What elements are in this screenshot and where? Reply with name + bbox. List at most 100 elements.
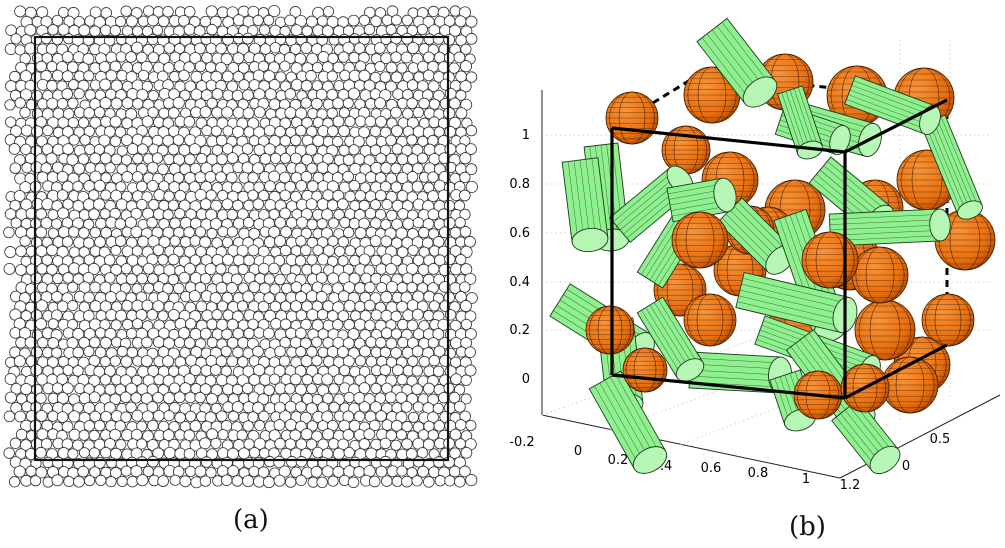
disk: [279, 117, 292, 130]
disk: [8, 143, 21, 155]
disk: [226, 282, 238, 294]
disk: [205, 5, 218, 18]
disk: [273, 235, 287, 248]
disk: [279, 189, 291, 202]
disk: [253, 181, 265, 193]
disk: [300, 42, 313, 54]
disk: [258, 24, 271, 36]
disk: [61, 70, 74, 83]
disk: [125, 273, 138, 285]
disk: [316, 218, 328, 230]
disk: [375, 410, 387, 422]
panel-b-3d-packing: 0 0.2 0.4 0.6 0.8 1 -0.2 0 0.2 0.4 0.6 0…: [500, 0, 1005, 548]
disk: [115, 15, 127, 28]
disk: [153, 116, 165, 128]
disk: [14, 5, 27, 18]
disk: [385, 337, 398, 350]
disk: [30, 161, 43, 174]
disk: [216, 410, 228, 422]
disk: [62, 272, 74, 284]
disk: [332, 136, 344, 148]
disk: [310, 263, 322, 275]
disk: [168, 421, 180, 433]
disk: [210, 70, 223, 83]
disk: [116, 345, 128, 358]
disk: [99, 78, 112, 91]
disk: [374, 97, 387, 110]
disk: [157, 163, 169, 175]
disk: [73, 475, 85, 488]
disk: [78, 117, 90, 129]
disk: [163, 97, 175, 109]
disk: [3, 410, 16, 423]
disk: [227, 465, 240, 477]
disk: [337, 125, 351, 138]
disk: [327, 475, 339, 487]
disk: [375, 115, 387, 128]
disk: [321, 208, 334, 221]
disk: [353, 135, 365, 148]
disk: [83, 70, 95, 82]
x-tick-label: 0.8: [748, 466, 769, 481]
disk: [395, 429, 408, 441]
disk: [152, 244, 165, 256]
disk: [343, 447, 355, 459]
disk: [347, 14, 360, 27]
disk: [460, 318, 472, 330]
disk: [15, 245, 27, 258]
disk: [375, 337, 387, 349]
disk: [167, 199, 179, 211]
disk: [115, 439, 127, 451]
disk: [95, 474, 107, 486]
disk: [51, 69, 64, 82]
disk: [380, 162, 393, 174]
disk: [206, 23, 218, 36]
disk: [427, 80, 440, 93]
disk: [305, 70, 317, 82]
simulation-box: [33, 35, 450, 462]
disk: [300, 355, 313, 368]
disk: [236, 300, 249, 312]
disk: [464, 346, 476, 358]
disk: [338, 290, 350, 303]
disk: [289, 6, 302, 18]
disk: [370, 309, 383, 321]
disk: [397, 336, 409, 349]
disk: [221, 198, 234, 211]
caption-a: (a): [233, 505, 269, 535]
disk: [400, 51, 413, 64]
disk: [339, 216, 351, 229]
disk: [163, 392, 175, 405]
disk: [363, 23, 376, 36]
disk: [247, 171, 259, 184]
disk: [14, 410, 27, 423]
disk: [61, 236, 74, 248]
disk: [99, 152, 112, 165]
disk: [136, 438, 148, 450]
y-tick-label: 0: [902, 459, 910, 474]
disk: [370, 15, 382, 28]
disk: [406, 171, 419, 183]
disk: [321, 465, 334, 478]
disk: [131, 171, 144, 183]
disk: [232, 310, 244, 323]
disk: [268, 5, 281, 18]
disk: [163, 42, 175, 54]
disk: [274, 345, 286, 358]
disk: [254, 419, 266, 431]
disk: [428, 228, 440, 240]
x-tick-label: 0.6: [701, 461, 722, 476]
disk: [459, 465, 471, 478]
disk: [185, 465, 197, 477]
disk: [99, 336, 112, 349]
disk: [130, 465, 143, 478]
disk: [358, 126, 371, 139]
disk: [396, 190, 409, 202]
disk: [337, 236, 350, 248]
disk: [204, 171, 217, 183]
disk: [222, 89, 234, 101]
disk: [416, 152, 429, 164]
disk: [243, 327, 255, 339]
disk: [295, 125, 307, 137]
disk: [305, 198, 318, 211]
